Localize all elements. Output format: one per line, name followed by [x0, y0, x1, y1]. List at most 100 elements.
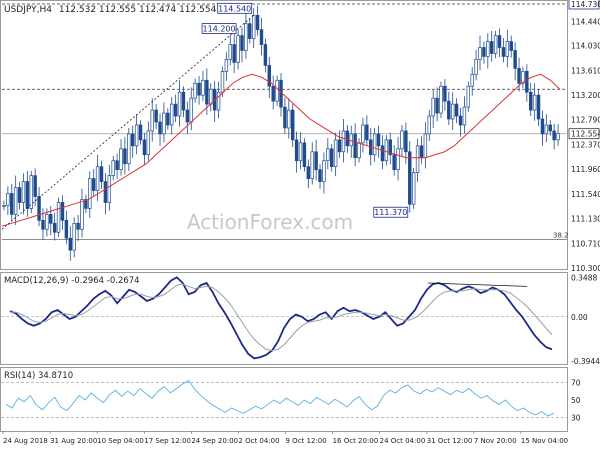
price-axis-tick: 111.540 [571, 190, 600, 199]
price-layer: 38.2 114.540 114.200 111.370 [1, 2, 569, 261]
candle-body [228, 44, 232, 60]
price-candle [486, 33, 490, 69]
rsi-panel-frame [0, 367, 568, 432]
price-candle [224, 52, 229, 81]
candle-body [127, 133, 131, 165]
candle-body [177, 91, 182, 117]
candle-body [388, 139, 392, 156]
macd-panel-frame [0, 272, 568, 365]
price-candle [259, 17, 264, 56]
price-annotation: 114.200 [201, 23, 237, 34]
price-candle [216, 81, 221, 119]
candle-body [415, 145, 420, 174]
candle-body [380, 145, 385, 162]
x-axis-label: 10 Sep 04:00 [97, 437, 144, 445]
candle-body [138, 124, 143, 141]
price-candle [470, 67, 474, 96]
candle-body [341, 130, 346, 153]
x-axis-label: 16 Oct 20:00 [333, 437, 379, 445]
candle-body [447, 100, 451, 120]
price-candle [37, 186, 41, 227]
candle-body [337, 139, 342, 153]
candle-body [13, 187, 18, 215]
candle-body [501, 47, 506, 57]
price-candle [447, 91, 451, 125]
price-candle [544, 114, 549, 143]
candle-body [482, 47, 486, 57]
x-axis-label: 24 Oct 04:00 [380, 437, 426, 445]
candle-body [76, 222, 80, 230]
candle-body [376, 133, 381, 147]
price-candle [556, 124, 560, 146]
price-candle [138, 120, 143, 145]
price-candle [88, 171, 92, 218]
price-candle [99, 160, 104, 189]
price-candle [150, 98, 154, 142]
axis-tick-label: 114.440 [571, 17, 600, 26]
candle-body [142, 139, 147, 156]
candle-body [95, 166, 100, 191]
candle-body [322, 160, 326, 182]
price-candle [314, 139, 318, 181]
candle-body [29, 175, 33, 209]
candle-body [275, 79, 279, 102]
x-axis-label: 17 Sep 12:00 [144, 437, 191, 445]
rsi-title: RSI(14) 34.8710 [4, 371, 73, 381]
candle-body [505, 41, 510, 57]
price-candle [166, 108, 170, 130]
price-candle [525, 64, 529, 102]
price-axis-tick: 113.610 [571, 67, 600, 76]
candle-body [17, 187, 22, 203]
candle-body [478, 47, 482, 60]
price-axis-tick: 112.790 [571, 116, 600, 125]
price-candle [505, 29, 510, 68]
candle-body [310, 151, 314, 179]
candle-body [197, 82, 201, 96]
candle-body [10, 193, 14, 215]
candle-body [154, 109, 158, 123]
candle-body [162, 112, 166, 135]
x-axis-label: 7 Nov 20:00 [474, 437, 517, 445]
candle-body [255, 14, 260, 30]
price-candle [396, 136, 400, 181]
price-candle [427, 110, 431, 142]
candle-body [201, 79, 205, 96]
price-candle [521, 66, 525, 89]
price-candle [201, 70, 205, 102]
price-candle [341, 119, 346, 163]
candle-body [25, 181, 30, 209]
price-candle [540, 110, 545, 146]
price-candle [271, 75, 275, 110]
price-candle [431, 89, 435, 128]
candle-body [72, 222, 76, 251]
candle-body [493, 35, 498, 54]
rsi-axis-label: 50 [571, 396, 581, 405]
price-candle [103, 173, 108, 215]
price-candle [17, 181, 22, 210]
price-candle [255, 5, 260, 36]
candle-body [146, 130, 151, 156]
price-candle [240, 27, 244, 63]
price-candle [232, 32, 236, 74]
candle-body [384, 139, 389, 162]
axis-tick-label: 110.710 [571, 240, 600, 249]
price-candle [115, 153, 119, 180]
candle-body [189, 97, 193, 123]
price-candle [326, 138, 330, 170]
candle-body [45, 214, 49, 230]
annotation-label: 111.370 [374, 208, 407, 217]
candle-body [115, 160, 119, 171]
price-candle [13, 175, 18, 226]
price-candle [68, 226, 73, 261]
axis-tick-label: 111.960 [571, 165, 600, 174]
macd-axis-label: -0.3944 [571, 357, 600, 366]
price-candle [404, 122, 408, 164]
price-candle [181, 86, 186, 118]
price-candle [294, 131, 299, 173]
candle-body [33, 175, 37, 197]
price-candle [25, 170, 30, 217]
candle-body [521, 70, 525, 84]
axis-tick-label: 114.030 [571, 42, 600, 51]
candle-body [2, 205, 6, 207]
candle-body [259, 29, 264, 45]
